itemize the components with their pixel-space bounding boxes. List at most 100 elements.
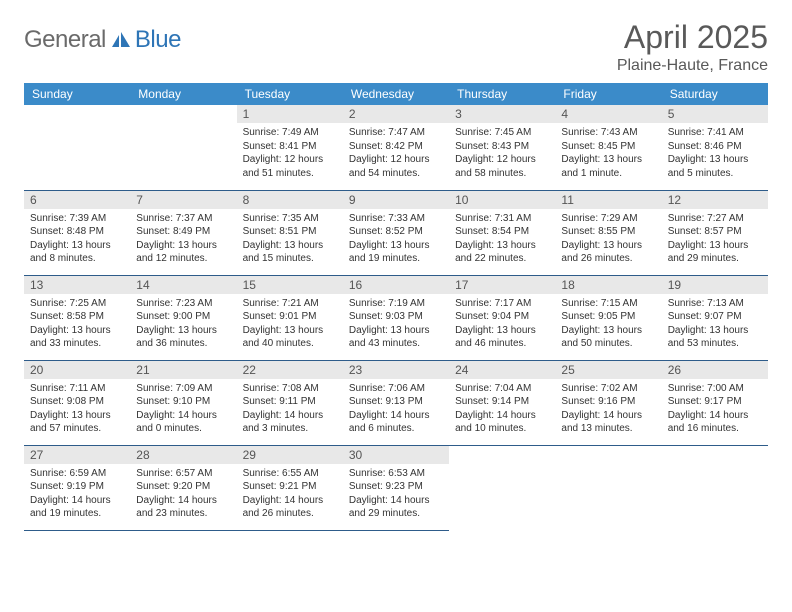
sunrise-line: Sunrise: 7:17 AM (455, 297, 549, 311)
page-header: General Blue April 2025 Plaine-Haute, Fr… (24, 20, 768, 75)
day-number: 17 (449, 276, 555, 294)
day-content: Sunrise: 7:04 AMSunset: 9:14 PMDaylight:… (449, 379, 555, 439)
day-content: Sunrise: 7:49 AMSunset: 8:41 PMDaylight:… (237, 123, 343, 183)
day-content: Sunrise: 7:27 AMSunset: 8:57 PMDaylight:… (662, 209, 768, 269)
sunrise-line: Sunrise: 7:43 AM (561, 126, 655, 140)
day-number: 9 (343, 191, 449, 209)
sunrise-line: Sunrise: 7:21 AM (243, 297, 337, 311)
day-number: 25 (555, 361, 661, 379)
day-number: 22 (237, 361, 343, 379)
calendar-day-cell: 17Sunrise: 7:17 AMSunset: 9:04 PMDayligh… (449, 275, 555, 360)
calendar-day-cell: 23Sunrise: 7:06 AMSunset: 9:13 PMDayligh… (343, 360, 449, 445)
calendar-day-cell: 16Sunrise: 7:19 AMSunset: 9:03 PMDayligh… (343, 275, 449, 360)
day-content: Sunrise: 7:45 AMSunset: 8:43 PMDaylight:… (449, 123, 555, 183)
day-number: 21 (130, 361, 236, 379)
calendar-day-cell: 28Sunrise: 6:57 AMSunset: 9:20 PMDayligh… (130, 445, 236, 530)
day-number: 30 (343, 446, 449, 464)
logo-text-blue: Blue (135, 26, 181, 54)
sunset-line: Sunset: 8:46 PM (668, 140, 762, 154)
logo-text-general: General (24, 26, 106, 54)
calendar-day-cell: 5Sunrise: 7:41 AMSunset: 8:46 PMDaylight… (662, 105, 768, 190)
sunset-line: Sunset: 8:57 PM (668, 225, 762, 239)
sunset-line: Sunset: 8:55 PM (561, 225, 655, 239)
calendar-day-cell: 6Sunrise: 7:39 AMSunset: 8:48 PMDaylight… (24, 190, 130, 275)
calendar-empty-cell (449, 445, 555, 530)
day-number: 2 (343, 105, 449, 123)
daylight-line: Daylight: 14 hours and 3 minutes. (243, 409, 337, 436)
daylight-line: Daylight: 14 hours and 6 minutes. (349, 409, 443, 436)
sunrise-line: Sunrise: 7:25 AM (30, 297, 124, 311)
day-content: Sunrise: 7:41 AMSunset: 8:46 PMDaylight:… (662, 123, 768, 183)
calendar-day-cell: 3Sunrise: 7:45 AMSunset: 8:43 PMDaylight… (449, 105, 555, 190)
sunset-line: Sunset: 9:00 PM (136, 310, 230, 324)
sunset-line: Sunset: 9:10 PM (136, 395, 230, 409)
sunrise-line: Sunrise: 7:35 AM (243, 212, 337, 226)
calendar-day-cell: 18Sunrise: 7:15 AMSunset: 9:05 PMDayligh… (555, 275, 661, 360)
day-number: 23 (343, 361, 449, 379)
day-content: Sunrise: 7:47 AMSunset: 8:42 PMDaylight:… (343, 123, 449, 183)
sunrise-line: Sunrise: 7:00 AM (668, 382, 762, 396)
calendar-day-cell: 24Sunrise: 7:04 AMSunset: 9:14 PMDayligh… (449, 360, 555, 445)
calendar-day-cell: 12Sunrise: 7:27 AMSunset: 8:57 PMDayligh… (662, 190, 768, 275)
day-number: 6 (24, 191, 130, 209)
day-number: 27 (24, 446, 130, 464)
calendar-day-cell: 19Sunrise: 7:13 AMSunset: 9:07 PMDayligh… (662, 275, 768, 360)
day-content: Sunrise: 7:11 AMSunset: 9:08 PMDaylight:… (24, 379, 130, 439)
calendar-empty-cell (662, 445, 768, 530)
calendar-day-cell: 11Sunrise: 7:29 AMSunset: 8:55 PMDayligh… (555, 190, 661, 275)
day-number: 26 (662, 361, 768, 379)
day-content: Sunrise: 7:43 AMSunset: 8:45 PMDaylight:… (555, 123, 661, 183)
day-content: Sunrise: 7:29 AMSunset: 8:55 PMDaylight:… (555, 209, 661, 269)
calendar-week-row: 6Sunrise: 7:39 AMSunset: 8:48 PMDaylight… (24, 190, 768, 275)
daylight-line: Daylight: 13 hours and 57 minutes. (30, 409, 124, 436)
sunrise-line: Sunrise: 7:09 AM (136, 382, 230, 396)
day-number: 7 (130, 191, 236, 209)
sunset-line: Sunset: 9:17 PM (668, 395, 762, 409)
sunset-line: Sunset: 8:42 PM (349, 140, 443, 154)
day-content: Sunrise: 6:59 AMSunset: 9:19 PMDaylight:… (24, 464, 130, 524)
day-number: 28 (130, 446, 236, 464)
daylight-line: Daylight: 13 hours and 5 minutes. (668, 153, 762, 180)
sunset-line: Sunset: 8:49 PM (136, 225, 230, 239)
sunset-line: Sunset: 9:08 PM (30, 395, 124, 409)
day-content: Sunrise: 7:02 AMSunset: 9:16 PMDaylight:… (555, 379, 661, 439)
day-header: Thursday (449, 83, 555, 105)
calendar-empty-cell (130, 105, 236, 190)
calendar-day-cell: 8Sunrise: 7:35 AMSunset: 8:51 PMDaylight… (237, 190, 343, 275)
daylight-line: Daylight: 13 hours and 40 minutes. (243, 324, 337, 351)
sunset-line: Sunset: 8:52 PM (349, 225, 443, 239)
daylight-line: Daylight: 13 hours and 29 minutes. (668, 239, 762, 266)
calendar-body: 1Sunrise: 7:49 AMSunset: 8:41 PMDaylight… (24, 105, 768, 530)
daylight-line: Daylight: 12 hours and 54 minutes. (349, 153, 443, 180)
day-number: 10 (449, 191, 555, 209)
day-number: 18 (555, 276, 661, 294)
calendar-day-cell: 4Sunrise: 7:43 AMSunset: 8:45 PMDaylight… (555, 105, 661, 190)
logo: General Blue (24, 20, 181, 54)
calendar-table: SundayMondayTuesdayWednesdayThursdayFrid… (24, 83, 768, 531)
day-content: Sunrise: 7:39 AMSunset: 8:48 PMDaylight:… (24, 209, 130, 269)
day-content: Sunrise: 7:23 AMSunset: 9:00 PMDaylight:… (130, 294, 236, 354)
calendar-empty-cell (555, 445, 661, 530)
daylight-line: Daylight: 13 hours and 53 minutes. (668, 324, 762, 351)
sunset-line: Sunset: 8:58 PM (30, 310, 124, 324)
sunrise-line: Sunrise: 7:02 AM (561, 382, 655, 396)
sunrise-line: Sunrise: 7:37 AM (136, 212, 230, 226)
sunrise-line: Sunrise: 6:53 AM (349, 467, 443, 481)
sunset-line: Sunset: 8:45 PM (561, 140, 655, 154)
day-content: Sunrise: 7:09 AMSunset: 9:10 PMDaylight:… (130, 379, 236, 439)
sunset-line: Sunset: 9:07 PM (668, 310, 762, 324)
daylight-line: Daylight: 13 hours and 36 minutes. (136, 324, 230, 351)
calendar-day-cell: 30Sunrise: 6:53 AMSunset: 9:23 PMDayligh… (343, 445, 449, 530)
day-header: Tuesday (237, 83, 343, 105)
sunrise-line: Sunrise: 7:06 AM (349, 382, 443, 396)
day-header: Friday (555, 83, 661, 105)
sunrise-line: Sunrise: 7:45 AM (455, 126, 549, 140)
day-number: 15 (237, 276, 343, 294)
sunrise-line: Sunrise: 7:33 AM (349, 212, 443, 226)
day-number: 1 (237, 105, 343, 123)
day-number: 4 (555, 105, 661, 123)
day-header: Monday (130, 83, 236, 105)
calendar-week-row: 1Sunrise: 7:49 AMSunset: 8:41 PMDaylight… (24, 105, 768, 190)
title-block: April 2025 Plaine-Haute, France (617, 20, 768, 75)
logo-sails-icon (110, 31, 132, 49)
